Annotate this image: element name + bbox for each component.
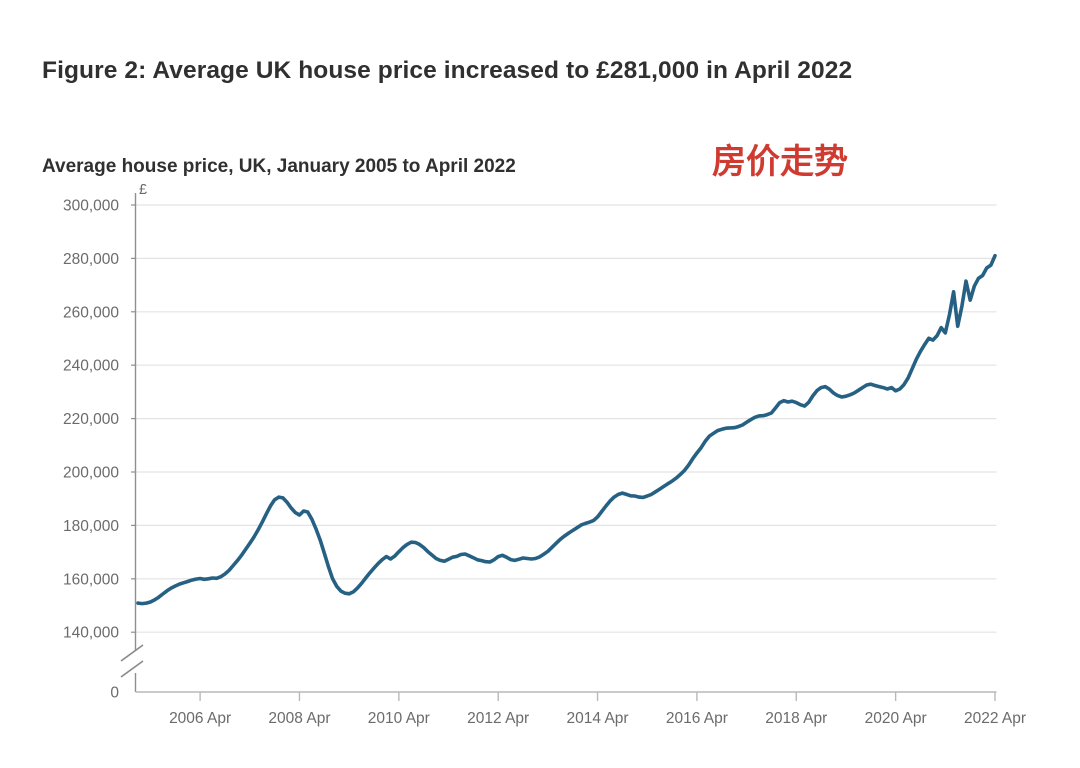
x-axis-tick-label: 2008 Apr [268,710,330,727]
y-axis-tick-label: 300,000 [63,198,119,215]
x-axis-tick-label: 2014 Apr [567,710,629,727]
y-axis-tick-label: 140,000 [63,625,119,642]
price-trend-annotation: 房价走势 [712,142,848,182]
x-axis-tick-label: 2020 Apr [865,710,927,727]
x-axis-tick-label: 2006 Apr [169,710,231,727]
y-axis-tick-label: 240,000 [63,358,119,375]
figure-title: Figure 2: Average UK house price increas… [42,57,853,85]
y-axis-tick-label: 180,000 [63,518,119,535]
axis-break-mark [120,660,144,678]
y-axis-zero-label: 0 [110,685,119,702]
chart-subtitle: Average house price, UK, January 2005 to… [42,155,516,177]
house-price-series-line [136,253,997,606]
y-axis-tick-label: 280,000 [63,251,119,268]
x-axis-tick-label: 2010 Apr [368,710,430,727]
x-axis-tick-label: 2016 Apr [666,710,728,727]
y-axis-tick-label: 220,000 [63,411,119,428]
x-axis-tick-label: 2012 Apr [467,710,529,727]
y-axis-tick-label: 160,000 [63,571,119,588]
pound-sign-axis-label: £ [139,182,147,198]
price-line-chart: 300,000 280,000 260,000 240,000 220,000 200,0… [63,182,1026,727]
x-axis-tick-label: 2018 Apr [765,710,827,727]
y-axis-tick-label: 200,000 [63,465,119,482]
x-axis-tick-label: 2022 Apr [964,710,1026,727]
axis-break-mark [120,644,144,662]
y-axis-tick-label: 260,000 [63,304,119,321]
